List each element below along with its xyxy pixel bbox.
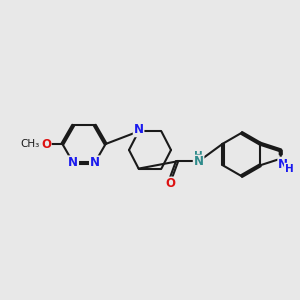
Text: N: N — [194, 155, 204, 169]
Text: O: O — [41, 137, 51, 151]
Text: H: H — [194, 151, 203, 161]
Text: CH₃: CH₃ — [21, 139, 40, 149]
Text: N: N — [68, 156, 78, 169]
Text: N: N — [278, 158, 288, 170]
Text: N: N — [90, 156, 100, 169]
Text: H: H — [285, 164, 293, 173]
Text: O: O — [165, 177, 176, 190]
Text: N: N — [134, 123, 144, 136]
